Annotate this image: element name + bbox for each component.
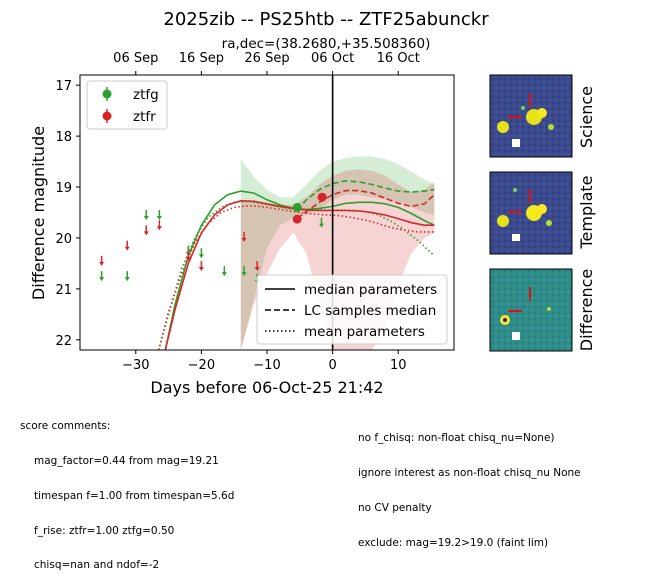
score-comment: f_rise: ztfr=1.00 ztfg=0.50 bbox=[34, 524, 175, 537]
x-tick-label: −10 bbox=[253, 358, 280, 373]
score-comments-left: score comments: mag_factor=0.44 from mag… bbox=[20, 398, 234, 584]
ztfg-upper-limit-arrow bbox=[143, 216, 149, 221]
ztfg-detection-point bbox=[292, 202, 302, 212]
data-points bbox=[99, 192, 327, 284]
chart-title: 2025zib -- PS25htb -- ZTF25abunckr bbox=[163, 9, 489, 30]
legend-series: ztfg ztfr bbox=[86, 80, 168, 130]
score-comment: exclude: mag=19.2>19.0 (faint lim) bbox=[358, 536, 549, 549]
top-tick-label: 26 Sep bbox=[244, 51, 289, 66]
ztfr-detection-marker bbox=[292, 214, 302, 224]
ztfg-band bbox=[240, 156, 435, 350]
score-comments-right: no f_chisq: non-float chisq_nu=None) ign… bbox=[358, 410, 581, 561]
score-comment: ignore interest as non-float chisq_nu No… bbox=[358, 466, 581, 479]
chart-subtitle: ra,dec=(38.2680,+35.508360) bbox=[222, 36, 431, 52]
ztfr-upper-limit-point bbox=[143, 225, 149, 236]
legend-line-styles: median parameters LC samples median mean… bbox=[256, 274, 448, 345]
thumbnail-template-label: Template bbox=[577, 175, 596, 249]
ztfr-upper-limit-arrow bbox=[124, 246, 130, 251]
y-tick-label: 20 bbox=[55, 232, 72, 247]
figure: 2025zib -- PS25htb -- ZTF25abunckr ra,de… bbox=[29, 9, 596, 397]
ztfg-upper-limit-point bbox=[221, 266, 227, 277]
score-comments-header: score comments: bbox=[20, 420, 111, 433]
ztfg-upper-limit-arrow bbox=[221, 272, 227, 277]
top-tick-label: 06 Sep bbox=[113, 51, 158, 66]
thumbnail-difference-label: Difference bbox=[577, 269, 596, 351]
ztfr-upper-limit-point bbox=[99, 255, 105, 266]
ztfg-upper-limit-arrow bbox=[124, 277, 130, 282]
legend-ztfr-marker bbox=[102, 109, 112, 123]
y-tick-label: 19 bbox=[55, 181, 72, 196]
ztfr-upper-limit-point bbox=[241, 231, 247, 242]
ztfg-upper-limit-arrow bbox=[241, 272, 247, 277]
thumbnail-science bbox=[489, 74, 573, 158]
ztfr-upper-limit-arrow bbox=[198, 266, 204, 271]
top-tick-label: 06 Oct bbox=[311, 51, 354, 66]
ztfr-upper-limit-arrow bbox=[254, 266, 260, 271]
top-date-axis: 06 Sep 16 Sep 26 Sep 06 Oct 16 Oct bbox=[113, 51, 420, 75]
ztfg-upper-limit-point bbox=[241, 266, 247, 277]
x-tick-label: 0 bbox=[328, 358, 336, 373]
ztfg-upper-limit-point bbox=[198, 248, 204, 259]
ztfr-detection-point bbox=[317, 192, 327, 202]
ztfr-upper-limit-arrow bbox=[156, 226, 162, 231]
ztfg-upper-limit-arrow bbox=[156, 216, 162, 221]
ztfg-upper-limit-point bbox=[318, 217, 324, 228]
y-tick-label: 18 bbox=[55, 130, 72, 145]
y-tick-label: 21 bbox=[55, 283, 72, 298]
ztfr-upper-limit-point bbox=[254, 260, 260, 271]
score-comment: no f_chisq: non-float chisq_nu=None) bbox=[358, 432, 555, 445]
score-comment: chisq=nan and ndof=-2 bbox=[34, 559, 160, 572]
x-tick-label: 10 bbox=[390, 358, 407, 373]
legend-lc-samples-median: LC samples median bbox=[304, 303, 436, 319]
ztfr-upper-limit-point bbox=[185, 250, 191, 261]
ztfg-upper-limit-point bbox=[99, 271, 105, 282]
y-tick-label: 17 bbox=[55, 79, 72, 94]
y-axis-label: Difference magnitude bbox=[29, 126, 48, 300]
ztfr-upper-limit-arrow bbox=[185, 256, 191, 261]
legend-ztfg-label: ztfg bbox=[133, 87, 159, 103]
ztfg-detection-marker bbox=[292, 202, 302, 212]
ztfr-detection-marker bbox=[317, 192, 327, 202]
legend-median-parameters: median parameters bbox=[304, 282, 437, 298]
ztfr-upper-limit-arrow bbox=[99, 261, 105, 266]
thumbnail-template bbox=[489, 171, 573, 255]
ztfr-upper-limit-point bbox=[156, 220, 162, 231]
top-tick-label: 16 Sep bbox=[179, 51, 224, 66]
score-comment: no CV penalty bbox=[358, 501, 432, 514]
ztfg-upper-limit-arrow bbox=[318, 223, 324, 228]
score-comment: mag_factor=0.44 from mag=19.21 bbox=[34, 454, 219, 467]
ztfr-upper-limit-arrow bbox=[241, 237, 247, 242]
thumbnail-difference bbox=[489, 268, 573, 352]
top-tick-label: 16 Oct bbox=[377, 51, 420, 66]
ztfr-detection-point bbox=[292, 214, 302, 224]
x-axis-ticks: −30 −20 −10 0 10 bbox=[122, 350, 407, 373]
x-axis-label: Days before 06-Oct-25 21:42 bbox=[150, 378, 383, 397]
ztfr-upper-limit-point bbox=[198, 260, 204, 271]
ztfg-upper-limit-point bbox=[143, 210, 149, 221]
ztfg-lc-samples-line bbox=[296, 180, 435, 211]
x-tick-label: −20 bbox=[188, 358, 215, 373]
ztfg-upper-limit-arrow bbox=[198, 254, 204, 259]
score-comment: timespan f=1.00 from timespan=5.6d bbox=[34, 489, 235, 502]
ztfr-upper-limit-arrow bbox=[143, 231, 149, 236]
ztfr-lc-samples-line bbox=[296, 189, 435, 220]
ztfg-upper-limit-point bbox=[156, 210, 162, 221]
x-tick-label: −30 bbox=[122, 358, 149, 373]
legend-ztfr-label: ztfr bbox=[133, 109, 156, 125]
ztfr-mean-model-line bbox=[157, 205, 435, 350]
ztfg-upper-limit-point bbox=[124, 271, 130, 282]
y-tick-label: 22 bbox=[55, 334, 72, 349]
legend-ztfg-marker bbox=[102, 87, 112, 101]
y-axis-ticks: 17 18 19 20 21 22 bbox=[55, 79, 80, 349]
ztfr-upper-limit-point bbox=[124, 240, 130, 251]
ztfg-upper-limit-arrow bbox=[99, 277, 105, 282]
legend-mean-parameters: mean parameters bbox=[304, 324, 425, 340]
thumbnail-science-label: Science bbox=[577, 86, 596, 148]
